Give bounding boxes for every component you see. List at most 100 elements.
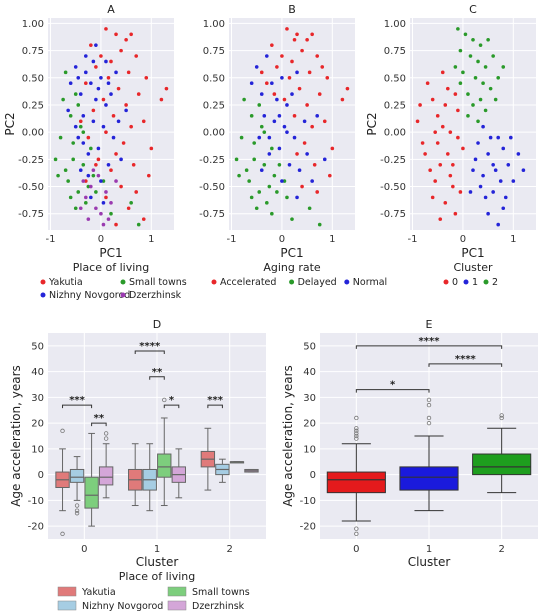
y-tick-label: -0.50: [199, 182, 225, 193]
y-tick-label: -0.75: [380, 209, 406, 220]
y-tick-label: -20: [300, 522, 316, 533]
data-point: [456, 135, 460, 140]
data-point: [478, 97, 483, 102]
data-point: [463, 32, 468, 37]
data-point: [516, 152, 521, 156]
data-point: [89, 184, 93, 189]
data-point: [461, 146, 465, 151]
data-point: [471, 103, 475, 107]
y-tick-label: 0.50: [22, 73, 44, 84]
data-point: [149, 146, 154, 151]
data-point: [272, 119, 277, 124]
data-point: [282, 179, 287, 183]
legend-label: Nizhny Novgorod: [82, 601, 163, 612]
data-point: [73, 65, 78, 69]
data-point: [254, 65, 259, 69]
legend-title: Aging rate: [263, 261, 321, 274]
data-point: [458, 48, 463, 53]
data-point: [280, 179, 284, 183]
bracket-line: [134, 350, 165, 355]
data-point: [491, 162, 495, 167]
x-tick-label: 0: [81, 544, 87, 555]
bracket-line: [355, 345, 503, 349]
x-tick-label: -1: [227, 234, 237, 245]
data-point: [483, 108, 488, 113]
box: [244, 468, 259, 473]
data-point: [164, 86, 169, 91]
data-point: [461, 70, 465, 75]
outlier-point: [426, 420, 432, 426]
data-point: [244, 168, 249, 173]
data-point: [275, 190, 279, 194]
data-point: [61, 97, 65, 102]
outlier-point: [499, 415, 504, 421]
data-point: [297, 86, 302, 91]
data-point: [285, 130, 289, 134]
data-point: [496, 222, 501, 227]
outlier-point: [354, 526, 359, 531]
data-point: [305, 152, 309, 156]
data-point: [109, 168, 113, 173]
data-point: [503, 195, 508, 200]
data-point: [109, 92, 113, 96]
data-point: [456, 108, 460, 113]
data-point: [451, 184, 455, 189]
y-axis-label: PC2: [365, 112, 379, 135]
data-point: [249, 114, 254, 118]
data-point: [94, 97, 98, 102]
data-point: [307, 70, 312, 75]
panel-title: B: [288, 3, 296, 16]
panel-title: E: [426, 318, 433, 331]
data-point: [96, 146, 101, 151]
data-point: [270, 81, 274, 86]
data-point: [446, 86, 450, 91]
data-point: [270, 43, 274, 47]
data-point: [317, 222, 322, 227]
y-tick-label: 0.50: [203, 73, 225, 84]
data-point: [66, 179, 70, 183]
data-point: [466, 114, 470, 118]
y-tick-label: 0.25: [384, 100, 406, 111]
data-point: [488, 135, 493, 140]
data-point: [259, 92, 264, 96]
data-point: [86, 217, 91, 221]
y-tick-label: 50: [31, 341, 44, 352]
data-point: [89, 43, 93, 47]
data-point: [106, 75, 111, 80]
data-point: [106, 81, 111, 86]
data-point: [129, 32, 133, 37]
data-point: [104, 195, 108, 200]
y-tick-label: 40: [303, 367, 316, 378]
data-point: [509, 135, 513, 140]
data-point: [501, 65, 506, 69]
data-point: [126, 206, 131, 211]
data-point: [325, 75, 330, 80]
y-axis-label: PC2: [3, 112, 17, 135]
legend-label: Delayed: [298, 277, 337, 288]
data-point: [473, 75, 478, 80]
data-point: [63, 70, 68, 75]
data-point: [448, 173, 453, 178]
y-tick-label: 40: [31, 367, 44, 378]
data-point: [315, 54, 320, 58]
data-point: [265, 54, 269, 58]
data-point: [78, 92, 83, 96]
x-tick-label: 1: [510, 234, 516, 245]
data-point: [277, 114, 282, 118]
data-point: [239, 135, 244, 140]
data-point: [440, 70, 445, 75]
y-tick-label: -0.50: [380, 182, 406, 193]
box-body: [326, 471, 386, 494]
outlier-point: [354, 428, 359, 434]
data-point: [262, 162, 267, 167]
data-point: [94, 190, 98, 194]
outlier-point: [426, 415, 432, 421]
data-point: [262, 114, 267, 118]
data-point: [345, 86, 350, 91]
bracket-line: [428, 363, 503, 367]
y-tick-label: 20: [31, 419, 44, 430]
outlier-point: [354, 431, 359, 436]
data-point: [420, 141, 425, 145]
significance-label: ***: [207, 395, 223, 406]
